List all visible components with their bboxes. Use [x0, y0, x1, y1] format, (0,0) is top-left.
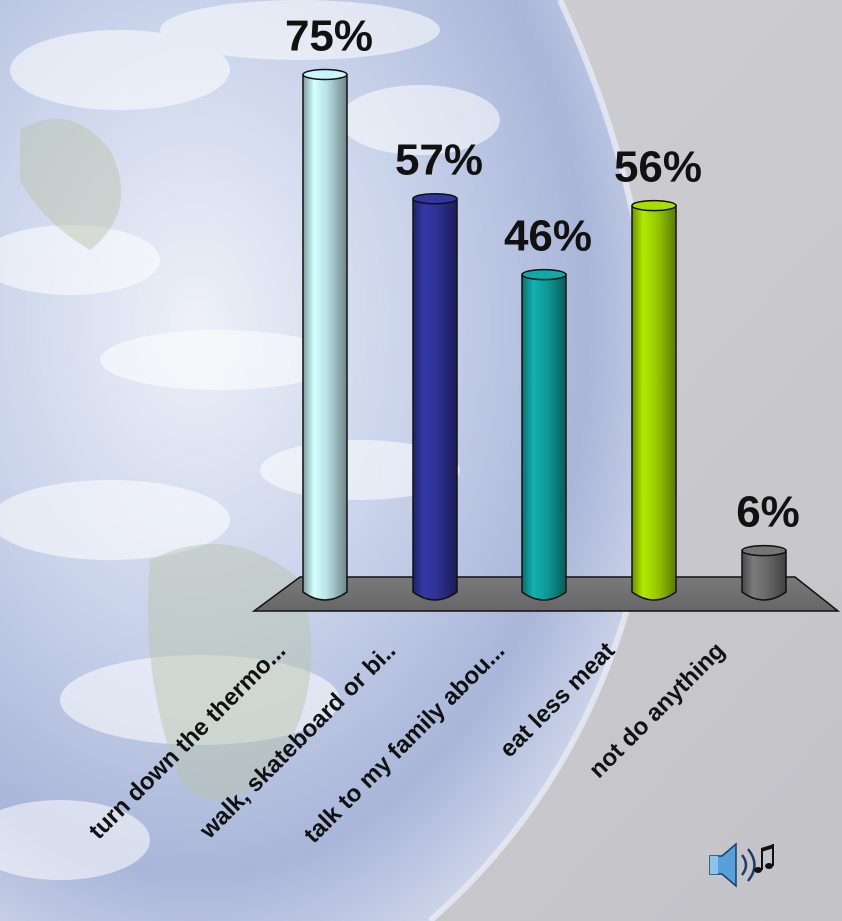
bar: [631, 199, 677, 601]
category-label: turn down the thermo...: [84, 637, 292, 845]
bar: [741, 544, 787, 601]
bar-value-label: 46%: [504, 212, 592, 261]
bar-value-label: 6%: [736, 488, 800, 537]
bar-value-label: 75%: [285, 12, 373, 61]
bar: [521, 268, 567, 601]
bar-value-label: 57%: [395, 136, 483, 185]
category-label: walk, skateboard or bi..: [194, 637, 401, 844]
category-label: talk to my family abou...: [299, 637, 510, 848]
speaker-sound-icon[interactable]: [706, 838, 780, 892]
bar-value-label: 56%: [614, 143, 702, 192]
category-label: eat less meat: [495, 637, 621, 763]
bar: [412, 192, 458, 601]
bar: [302, 68, 348, 601]
